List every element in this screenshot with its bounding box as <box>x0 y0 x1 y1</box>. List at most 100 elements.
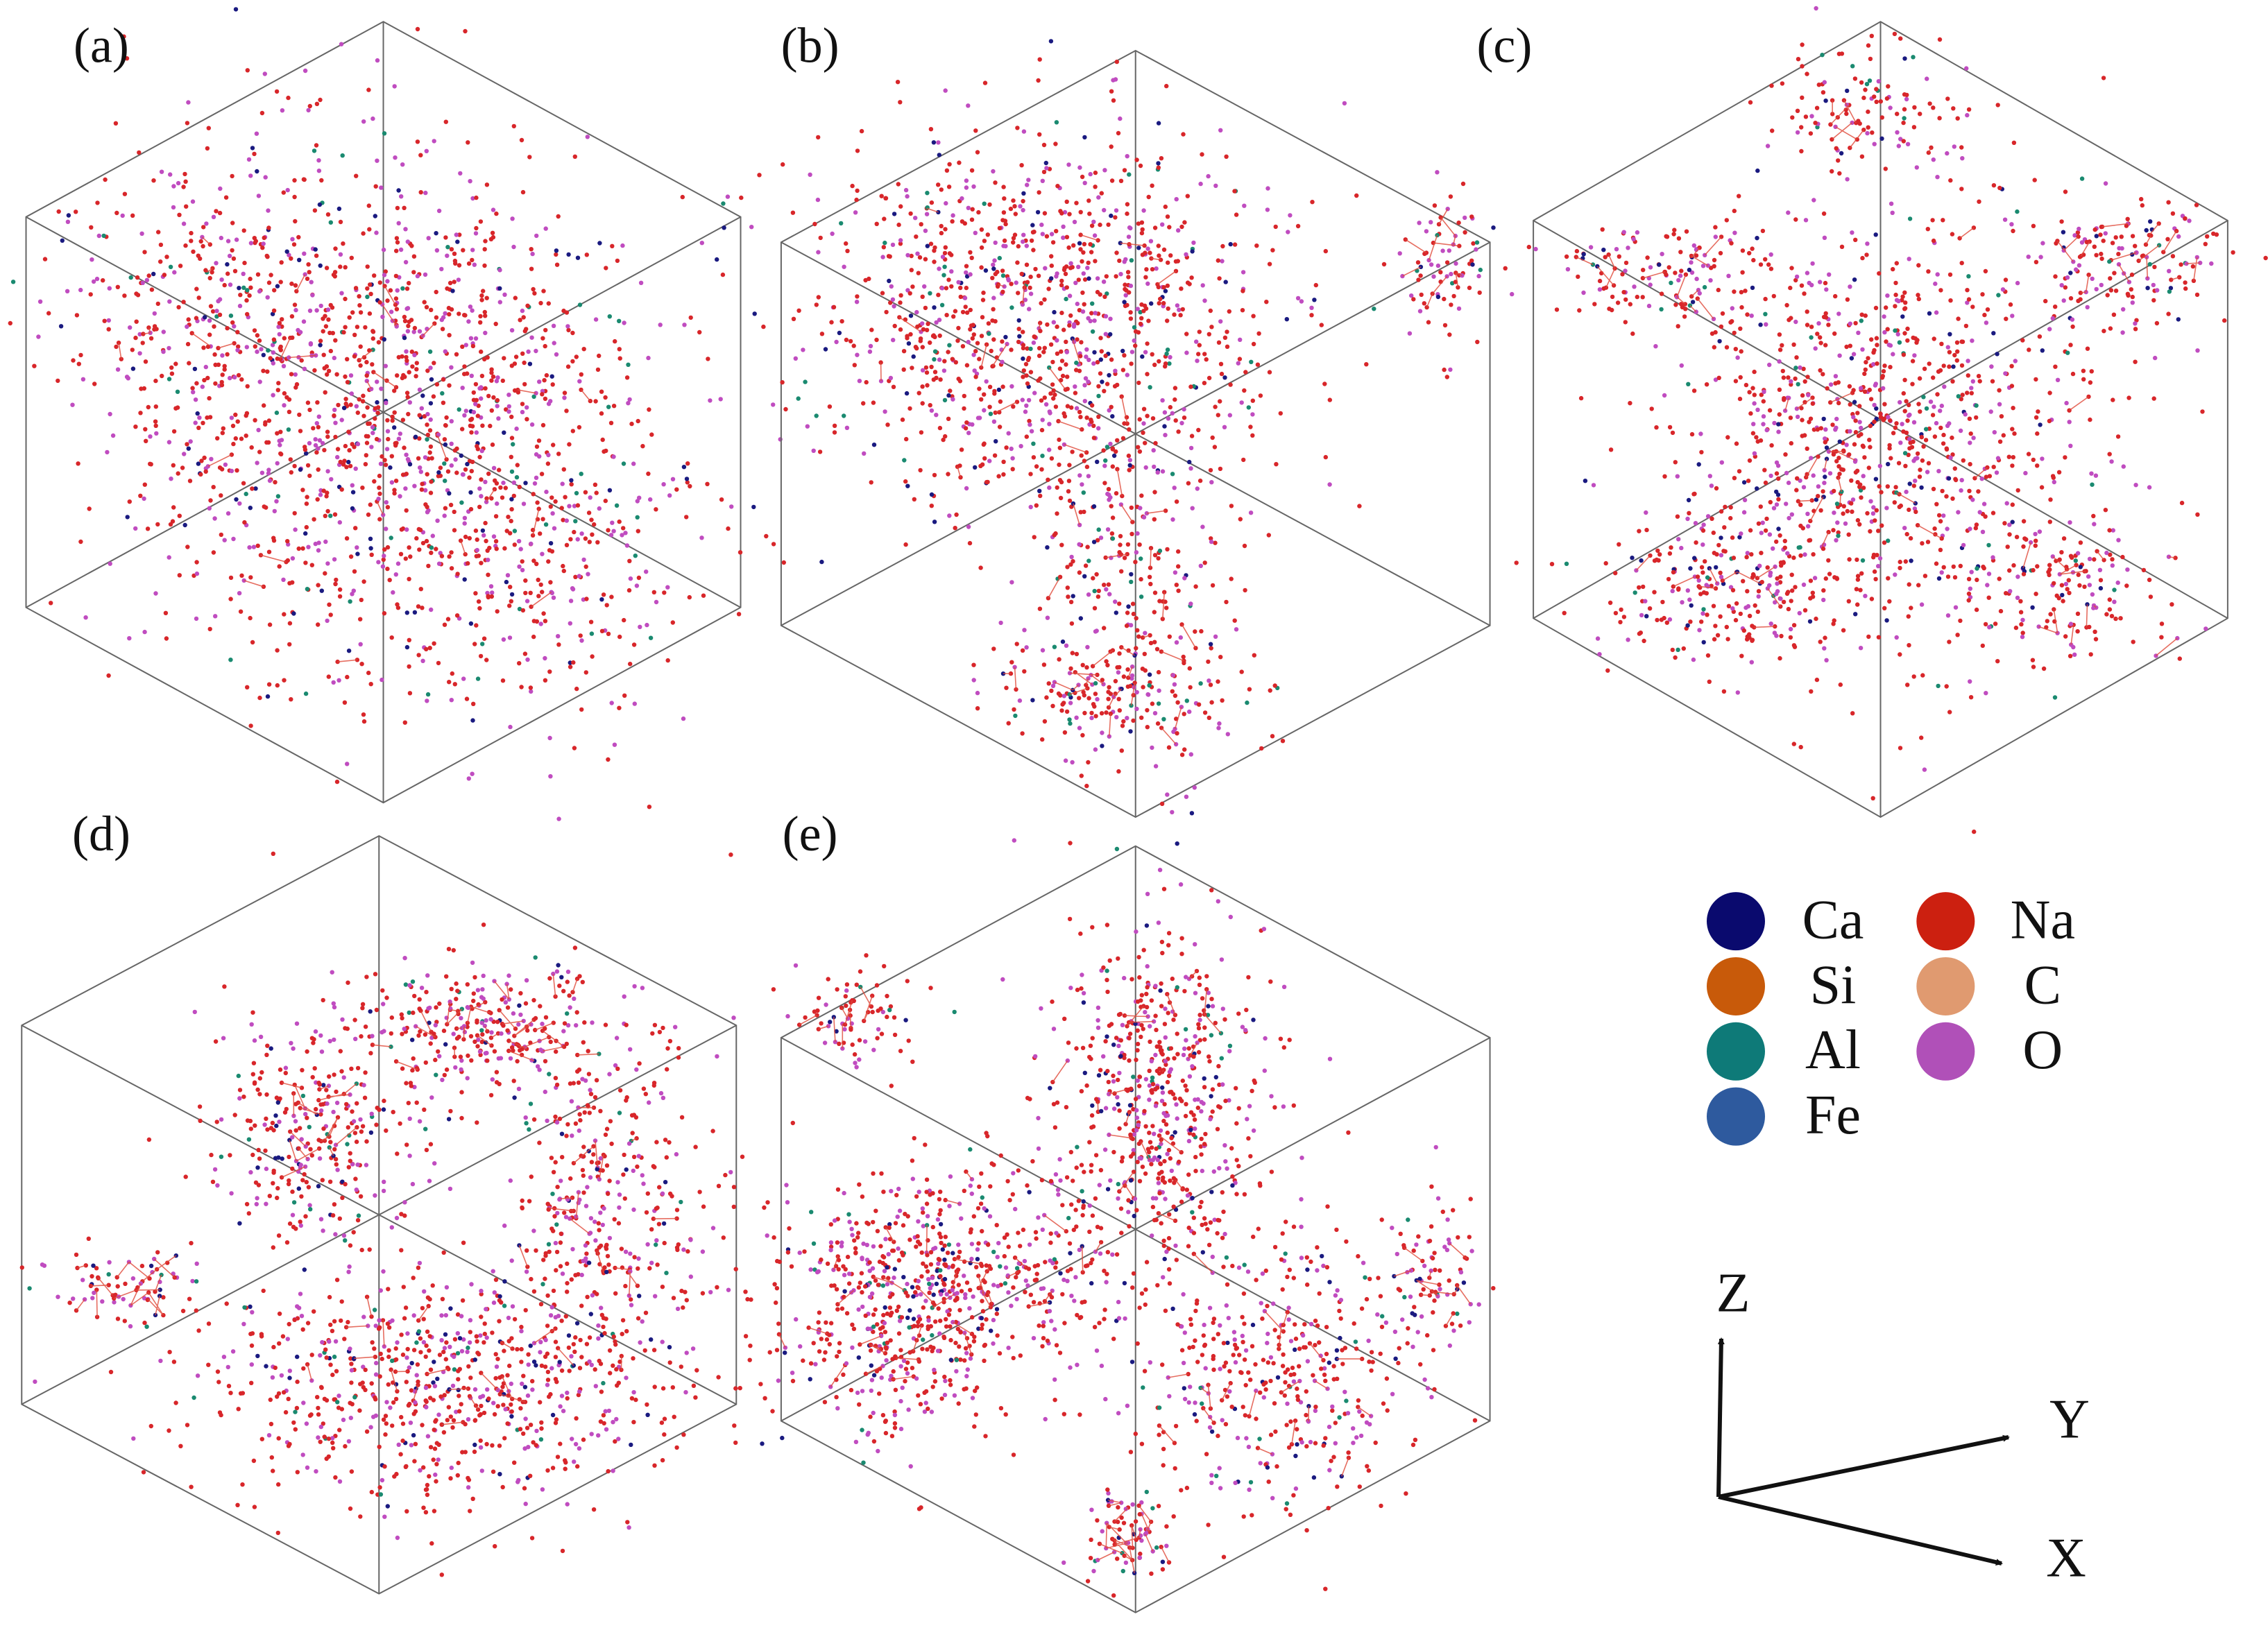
atom <box>923 365 929 370</box>
atom <box>1860 347 1865 352</box>
atom <box>483 520 488 526</box>
atom <box>517 661 522 666</box>
atom <box>404 354 409 360</box>
atom <box>1686 497 1691 503</box>
atom <box>905 288 910 293</box>
atom <box>963 305 968 309</box>
atom <box>1886 461 1891 467</box>
atom <box>1577 308 1582 313</box>
atom <box>1038 376 1043 381</box>
atom <box>620 243 625 248</box>
atom <box>142 482 147 487</box>
atom <box>599 628 605 633</box>
atom <box>1119 569 1124 574</box>
atom <box>325 561 330 566</box>
atom <box>1152 640 1157 644</box>
atom <box>1850 711 1855 716</box>
atom <box>1178 635 1184 640</box>
atom <box>2090 276 2095 282</box>
atom <box>601 592 606 597</box>
atom <box>363 325 368 330</box>
atom <box>1898 652 1902 657</box>
atom <box>427 349 433 354</box>
atom <box>957 160 962 165</box>
atom <box>489 378 494 383</box>
atom <box>1046 286 1051 291</box>
atom <box>1114 714 1119 720</box>
atom <box>1853 237 1858 242</box>
atom <box>1125 542 1131 547</box>
atom <box>429 550 434 556</box>
atom <box>1270 248 1275 252</box>
atom <box>722 225 726 230</box>
atom <box>1299 299 1304 304</box>
atom <box>1239 400 1244 405</box>
atom <box>1163 289 1168 293</box>
atom <box>1143 465 1148 470</box>
atom <box>1830 169 1834 174</box>
atom <box>1984 320 1989 325</box>
atom <box>287 621 293 626</box>
atom <box>1152 464 1157 470</box>
atom <box>1741 480 1747 485</box>
atom <box>268 273 273 277</box>
atom <box>837 330 842 336</box>
atom <box>1143 350 1148 354</box>
atom <box>1011 404 1016 409</box>
atom <box>1877 484 1882 489</box>
atom <box>1879 490 1884 495</box>
atom <box>436 432 441 437</box>
atom <box>1932 434 1938 439</box>
atom <box>1084 464 1090 470</box>
atom <box>352 332 357 337</box>
atom <box>427 450 432 455</box>
atom <box>898 293 903 298</box>
atom <box>612 742 617 747</box>
atom <box>2121 307 2126 312</box>
atom <box>1670 588 1675 594</box>
atom <box>1095 289 1100 295</box>
atom <box>1802 608 1808 612</box>
atom <box>1956 394 1961 399</box>
atom <box>1319 323 1324 327</box>
atom <box>1100 730 1105 735</box>
atom <box>463 313 468 318</box>
atom <box>1063 271 1068 277</box>
atom <box>1831 621 1836 626</box>
atom <box>1907 257 1911 262</box>
atom <box>230 221 235 225</box>
atom <box>1950 496 1955 501</box>
atom <box>1077 368 1082 373</box>
atom <box>1852 442 1857 447</box>
atom <box>2059 219 2064 224</box>
atom <box>300 546 305 551</box>
atom <box>239 377 244 382</box>
atom <box>1444 375 1449 379</box>
atom <box>1025 182 1030 187</box>
atom <box>556 634 561 639</box>
atom <box>1419 292 1424 298</box>
atom <box>422 300 427 305</box>
atom <box>2070 324 2075 329</box>
atom <box>1140 252 1145 257</box>
atom <box>194 571 200 576</box>
atom <box>1146 692 1151 697</box>
atom <box>1068 599 1074 605</box>
atom <box>1946 476 1952 481</box>
atom <box>1091 219 1096 224</box>
atom <box>1887 446 1892 451</box>
atom <box>2052 479 2056 485</box>
atom <box>403 259 409 265</box>
atom <box>967 540 973 546</box>
atom <box>1232 189 1237 194</box>
atom <box>1026 355 1032 361</box>
atom <box>477 486 482 491</box>
atom <box>228 658 233 662</box>
atom <box>2092 227 2097 232</box>
atom <box>482 247 487 252</box>
atom <box>1166 306 1170 311</box>
atom <box>475 547 479 553</box>
atom <box>540 422 546 428</box>
atom <box>402 205 407 210</box>
atom <box>1467 285 1472 291</box>
